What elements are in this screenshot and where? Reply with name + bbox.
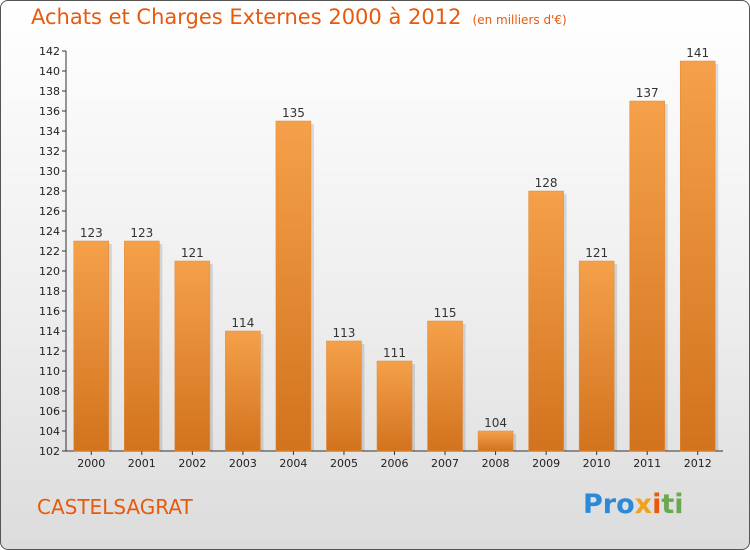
bar-2012 — [679, 60, 716, 452]
bar-value-label: 123 — [130, 226, 153, 240]
x-tick-label: 2008 — [482, 457, 510, 470]
x-tick-label: 2011 — [633, 457, 661, 470]
x-tick-label: 2007 — [431, 457, 459, 470]
bar-2001 — [124, 240, 160, 452]
y-tick-label: 132 — [39, 145, 60, 158]
bar-value-label: 114 — [231, 316, 254, 330]
y-tick-label: 130 — [39, 165, 60, 178]
bar-2005 — [326, 340, 362, 452]
bar-value-labels: 123 123 121 114 135 113 111 115 104 128 121 137 141 — [80, 46, 709, 430]
bar-2009 — [528, 190, 564, 452]
x-tick-label: 2005 — [330, 457, 358, 470]
chart-subtitle: (en milliers d'€) — [472, 13, 567, 27]
bar-value-label: 104 — [484, 416, 507, 430]
bar-value-label: 121 — [585, 246, 608, 260]
bar-value-label: 111 — [383, 346, 406, 360]
chart-title: Achats et Charges Externes 2000 à 2012 — [31, 5, 462, 29]
y-tick-label: 122 — [39, 245, 60, 258]
title-block: Achats et Charges Externes 2000 à 2012 (… — [31, 5, 567, 29]
bar-2004 — [275, 120, 312, 452]
y-tick-label: 136 — [39, 105, 60, 118]
y-tick-label: 104 — [39, 425, 60, 438]
bar-2011 — [629, 100, 665, 452]
y-tick-label: 142 — [39, 45, 60, 58]
y-tick-label: 140 — [39, 65, 60, 78]
bar-value-label: 121 — [181, 246, 204, 260]
x-tick-label: 2012 — [684, 457, 712, 470]
bar-2007 — [427, 320, 463, 452]
x-tick-label: 2002 — [178, 457, 206, 470]
y-tick-label: 128 — [39, 185, 60, 198]
x-tick-label: 2000 — [77, 457, 105, 470]
x-tick-label: 2010 — [583, 457, 611, 470]
y-tick-label: 134 — [39, 125, 60, 138]
bar-2006 — [376, 360, 413, 452]
bar-2000 — [73, 240, 110, 452]
commune-name: CASTELSAGRAT — [37, 495, 193, 519]
x-tick-label: 2009 — [532, 457, 560, 470]
y-tick-label: 124 — [39, 225, 60, 238]
y-tick-label: 110 — [39, 365, 60, 378]
y-tick-label: 114 — [39, 325, 60, 338]
y-tick-label: 118 — [39, 285, 60, 298]
y-tick-label: 106 — [39, 405, 60, 418]
x-tick-label: 2004 — [279, 457, 307, 470]
bar-value-label: 128 — [535, 176, 558, 190]
bar-value-label: 141 — [686, 46, 709, 60]
y-tick-label: 112 — [39, 345, 60, 358]
x-tick-label: 2006 — [381, 457, 409, 470]
y-tick-label: 116 — [39, 305, 60, 318]
bar-2002 — [174, 260, 211, 452]
y-tick-label: 138 — [39, 85, 60, 98]
axes: 102 104 106 108 110 112 114 116 118 120 122 124 126 1… — [39, 45, 723, 470]
bar-2003 — [225, 330, 261, 452]
bars — [73, 60, 719, 452]
bar-value-label: 123 — [80, 226, 103, 240]
y-tick-label: 126 — [39, 205, 60, 218]
bar-value-label: 115 — [434, 306, 457, 320]
y-tick-label: 120 — [39, 265, 60, 278]
x-tick-label: 2001 — [128, 457, 156, 470]
bar-value-label: 135 — [282, 106, 305, 120]
y-tick-label: 108 — [39, 385, 60, 398]
x-tick-label: 2003 — [229, 457, 257, 470]
proxiti-logo: Proxiti — [583, 489, 684, 520]
bar-value-label: 113 — [333, 326, 356, 340]
bar-2010 — [578, 260, 615, 452]
bar-value-label: 137 — [636, 86, 659, 100]
y-tick-label: 102 — [39, 445, 60, 458]
bar-2008 — [477, 430, 514, 452]
